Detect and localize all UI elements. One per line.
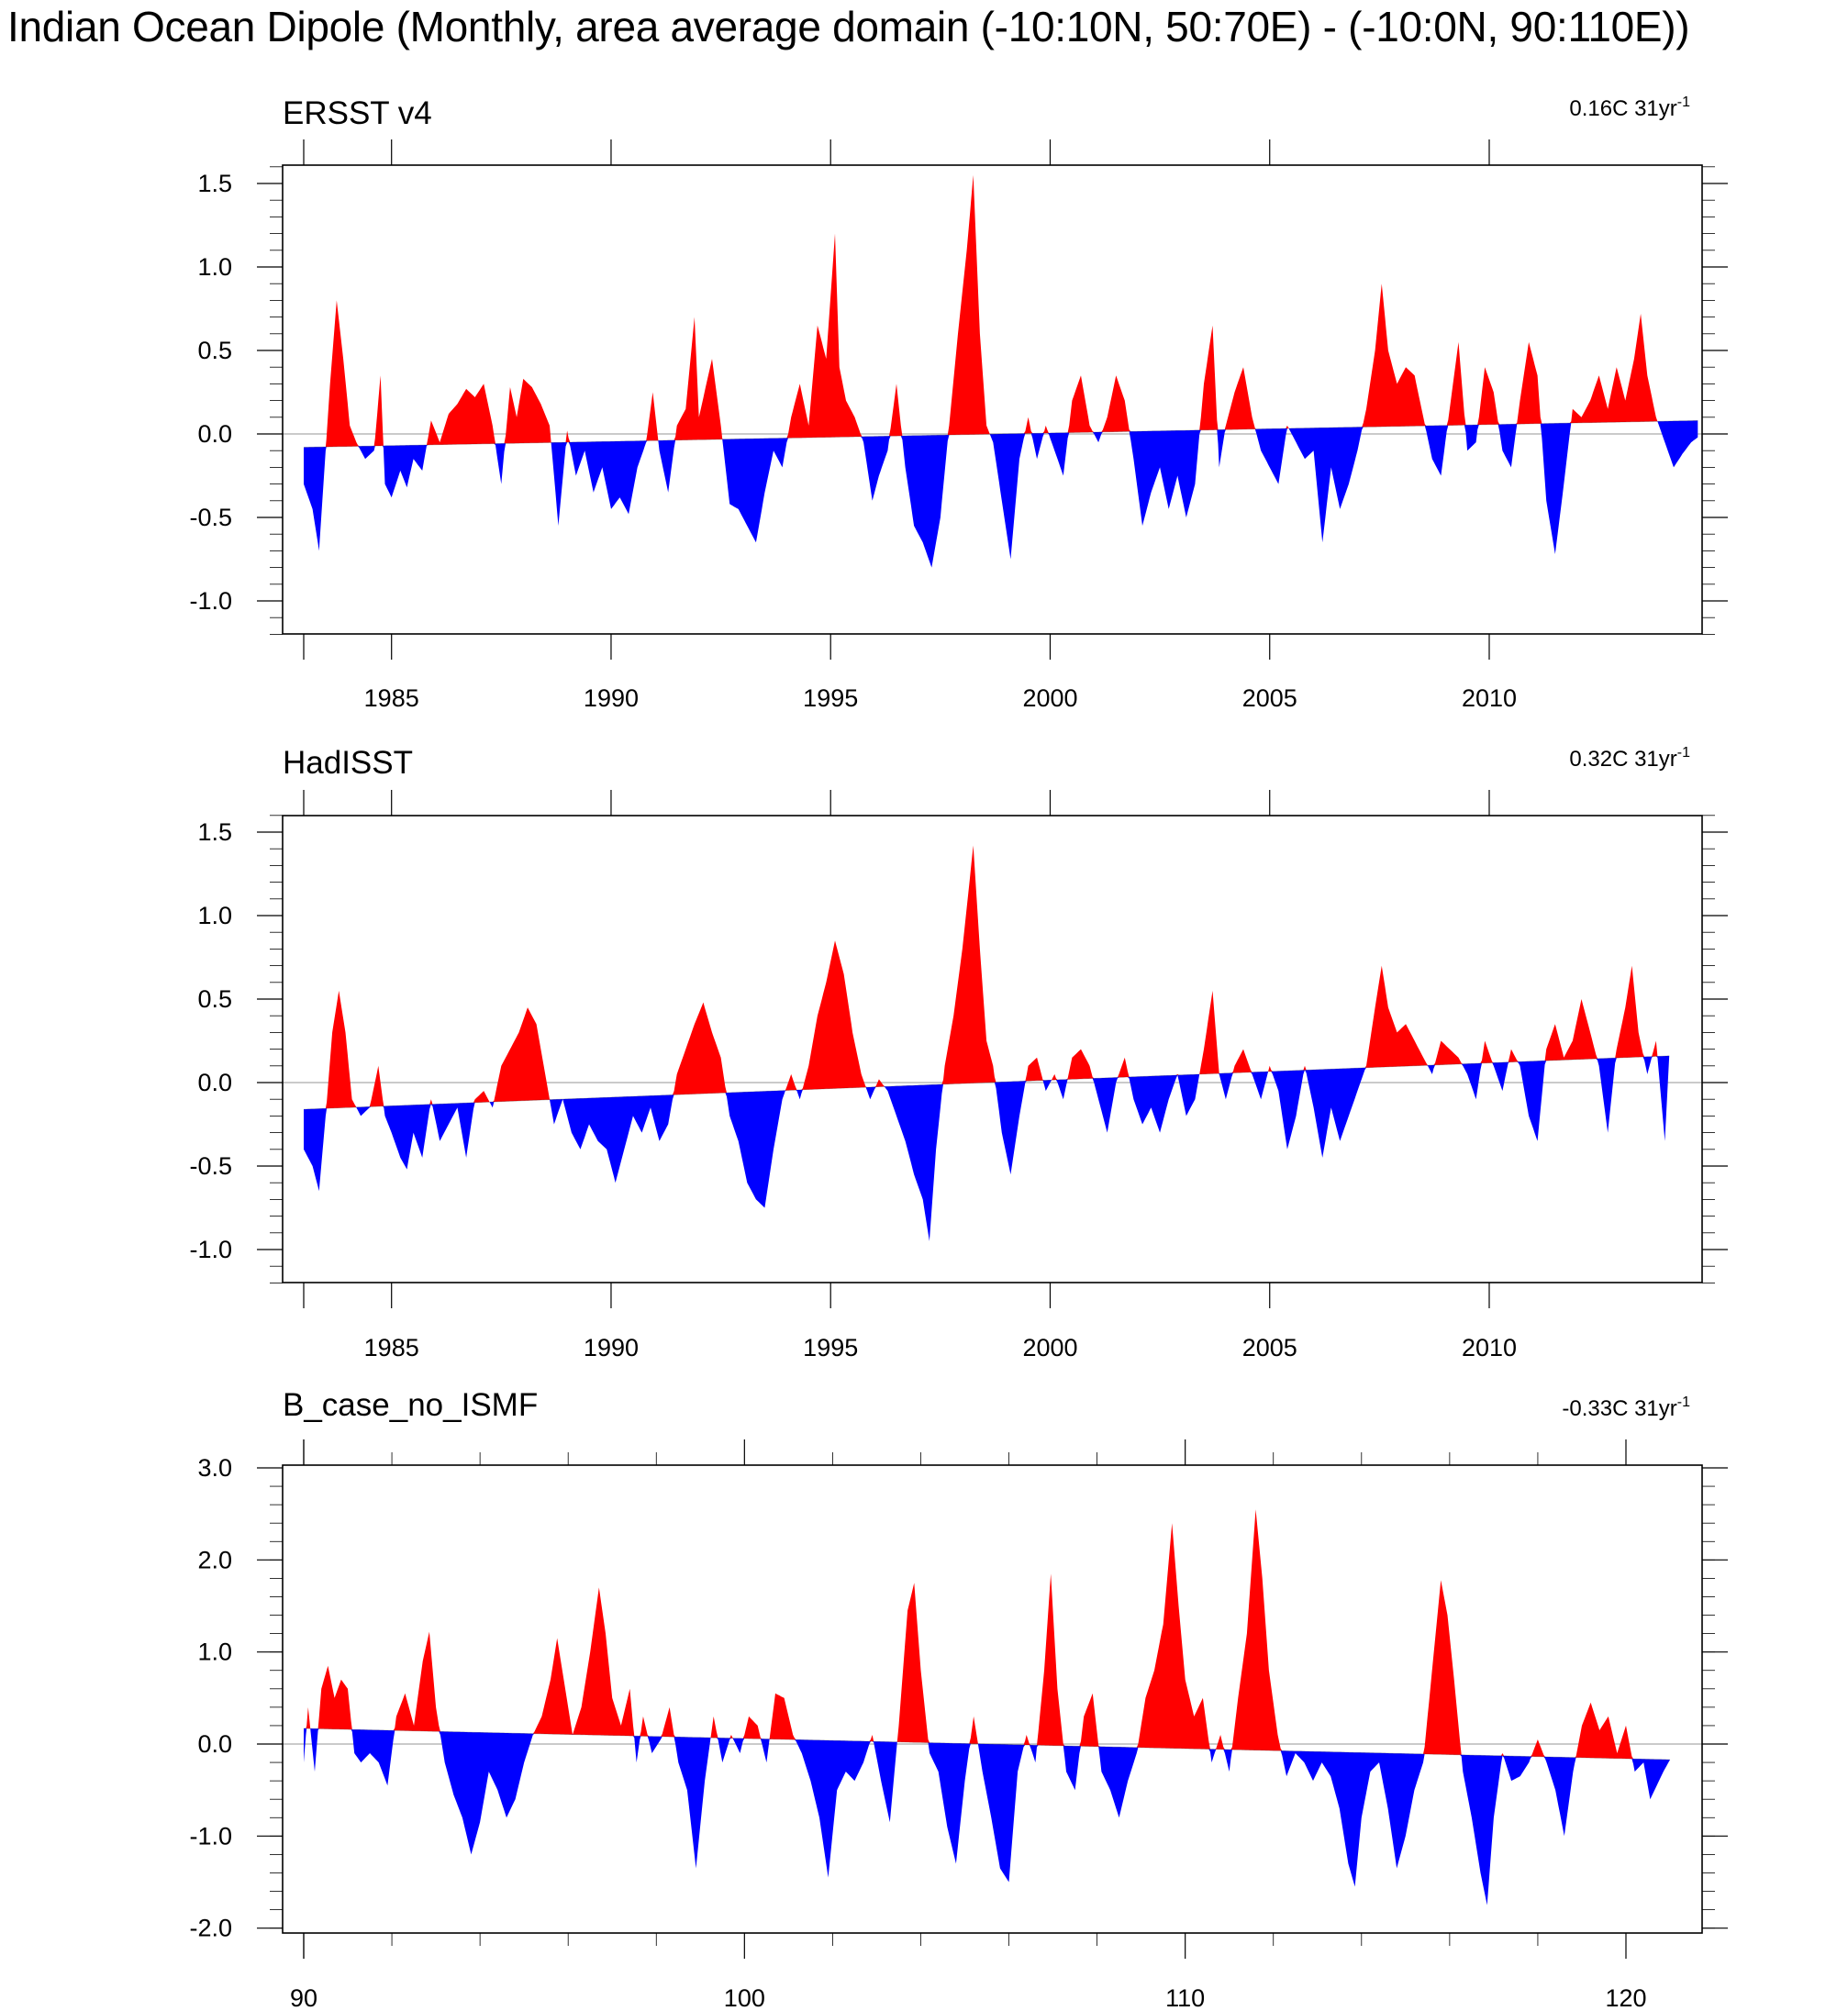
trend-line — [303, 1055, 1670, 1110]
negative-anomaly-area — [304, 1055, 1670, 1241]
figure-title: Indian Ocean Dipole (Monthly, area avera… — [7, 3, 1690, 50]
positive-anomaly-area — [304, 174, 1698, 448]
x-tick-label: 100 — [724, 1984, 765, 2011]
trend-label: 0.32C 31yr-1 — [1569, 745, 1690, 772]
trend-label: -0.33C 31yr-1 — [1562, 1394, 1690, 1421]
y-tick-label: -1.0 — [189, 587, 232, 615]
trend-exponent: -1 — [1677, 1394, 1690, 1410]
x-tick-label: 120 — [1605, 1984, 1646, 2011]
plot-frame — [282, 1464, 1703, 1934]
x-tick-label: 1985 — [364, 1334, 419, 1361]
x-tick-label: 2005 — [1242, 684, 1297, 712]
x-tick-label: 2000 — [1022, 684, 1077, 712]
x-tick-label: 1995 — [803, 1334, 858, 1361]
y-tick-label: -1.0 — [189, 1236, 232, 1263]
y-tick-label: 1.5 — [197, 818, 232, 846]
y-tick-label: -0.5 — [189, 1152, 232, 1180]
y-tick-label: 1.0 — [197, 902, 232, 929]
panel-1: ERSST v4 0.16C 31yr-1 -1.0 -0.5 0.0 0.5 1.0 1.5… — [189, 94, 1728, 712]
x-tick-label: 1985 — [364, 684, 419, 712]
x-tick-label: 110 — [1165, 1984, 1205, 2011]
panel-3: B_case_no_ISMF -0.33C 31yr-1 -2.0 -1.0 0.0 1.… — [189, 1387, 1728, 2011]
trend-exponent: -1 — [1677, 94, 1690, 110]
negative-anomaly-area — [304, 420, 1698, 568]
x-tick-label: 1990 — [584, 684, 639, 712]
positive-anomaly-area — [304, 1509, 1670, 1761]
x-tick-label: 2010 — [1462, 684, 1517, 712]
trend-line — [303, 1728, 1671, 1761]
y-tick-label: 0.5 — [197, 337, 232, 364]
panel-2: HadISST 0.32C 31yr-1 -1.0 -0.5 0.0 0.5 1.0 1.5 1… — [189, 745, 1728, 1361]
y-tick-label: 1.0 — [197, 1639, 232, 1666]
y-tick-label: -0.5 — [189, 504, 232, 531]
plot-frame — [282, 815, 1703, 1283]
y-tick-label: 0.0 — [197, 420, 232, 448]
y-tick-label: 1.0 — [197, 253, 232, 281]
plot-frame — [282, 164, 1703, 635]
y-tick-label: -2.0 — [189, 1915, 232, 1942]
x-tick-label: 1995 — [803, 684, 858, 712]
x-tick-label: 1990 — [584, 1334, 639, 1361]
y-tick-label: 0.0 — [197, 1069, 232, 1096]
y-tick-label: 0.5 — [197, 985, 232, 1013]
panel-title: ERSST v4 — [283, 95, 432, 131]
x-tick-label: 90 — [290, 1984, 317, 2011]
trend-line — [303, 420, 1698, 448]
y-tick-label: -1.0 — [189, 1822, 232, 1850]
negative-anomaly-area — [304, 1728, 1670, 1905]
panel-title: HadISST — [283, 745, 413, 781]
x-tick-label: 2010 — [1462, 1334, 1517, 1361]
trend-label: 0.16C 31yr-1 — [1569, 94, 1690, 121]
trend-exponent: -1 — [1677, 745, 1690, 761]
y-tick-label: 1.5 — [197, 170, 232, 197]
x-tick-label: 2000 — [1022, 1334, 1077, 1361]
panel-title: B_case_no_ISMF — [283, 1387, 538, 1423]
x-tick-label: 2005 — [1242, 1334, 1297, 1361]
y-tick-label: 2.0 — [197, 1546, 232, 1573]
positive-anomaly-area — [304, 845, 1670, 1110]
y-tick-label: 3.0 — [197, 1454, 232, 1482]
y-tick-label: 0.0 — [197, 1730, 232, 1758]
